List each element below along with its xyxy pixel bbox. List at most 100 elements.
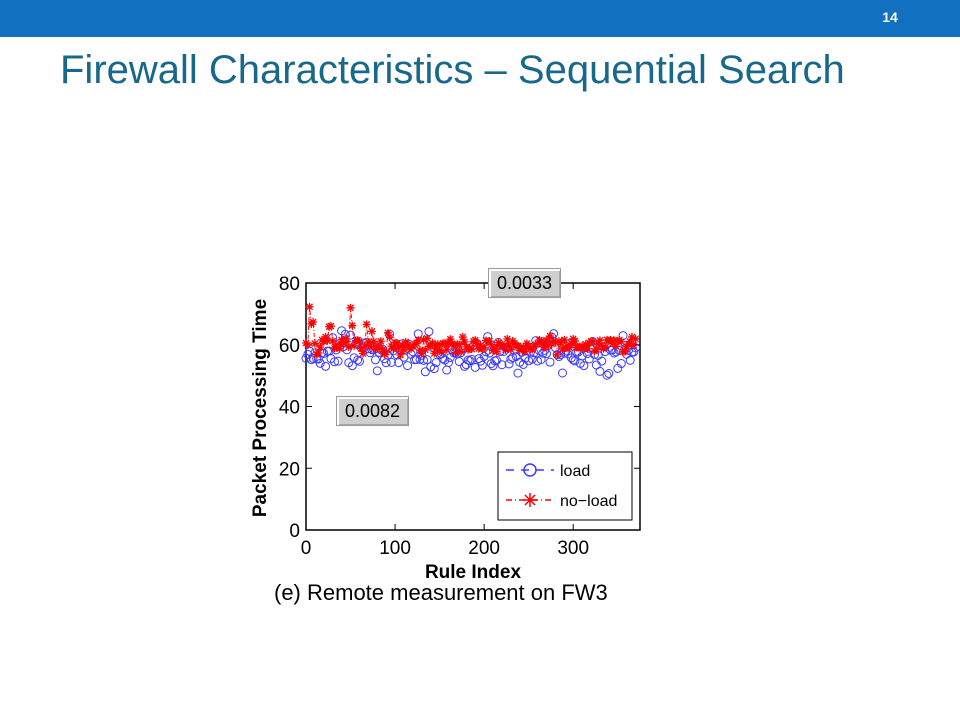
no-load-point [538, 340, 547, 349]
no-load-point [506, 345, 515, 354]
load-point [609, 348, 619, 358]
no-load-point [592, 345, 601, 354]
no-load-point [524, 342, 533, 351]
load-point [330, 357, 340, 367]
load-point [431, 358, 441, 368]
no-load-point [383, 328, 392, 337]
no-load-point [544, 341, 553, 350]
load-point [602, 370, 612, 380]
no-load-point [341, 334, 350, 343]
load-point [419, 355, 429, 365]
no-load-point [437, 348, 446, 357]
load-point [467, 354, 477, 364]
no-load-point [467, 345, 476, 354]
no-load-point [483, 337, 492, 346]
load-point [372, 366, 382, 376]
no-load-point [567, 339, 576, 348]
no-load-point [501, 345, 510, 354]
load-point [497, 360, 507, 370]
load-point [584, 354, 594, 364]
no-load-point [487, 340, 496, 349]
load-point [579, 361, 589, 371]
load-point [508, 353, 518, 363]
no-load-point [423, 334, 432, 343]
no-load-point [403, 340, 412, 349]
value-callout-top: 0.0033 [488, 268, 562, 298]
y-tick-label: 80 [279, 274, 300, 295]
no-load-point [435, 341, 444, 350]
no-load-point [348, 321, 357, 330]
no-load-point [362, 320, 371, 329]
no-load-point [458, 333, 467, 342]
load-point [465, 356, 475, 366]
no-load-point [617, 337, 626, 346]
load-point [527, 354, 537, 364]
no-load-point [394, 343, 403, 352]
no-load-point [521, 347, 530, 356]
no-load-point [547, 339, 556, 348]
x-tick-label: 200 [468, 538, 500, 559]
no-load-point [560, 335, 569, 344]
no-load-point [551, 338, 560, 347]
load-point [558, 368, 568, 378]
no-load-point [583, 344, 592, 353]
no-load-point [553, 350, 562, 359]
no-load-point [442, 345, 451, 354]
no-load-point [505, 341, 514, 350]
no-load-point [369, 337, 378, 346]
no-load-point [556, 338, 565, 347]
no-load-point [471, 336, 480, 345]
no-load-point [492, 347, 501, 356]
no-load-point [367, 327, 376, 336]
no-load-point [325, 322, 334, 331]
no-load-point [364, 338, 373, 347]
no-load-point [489, 346, 498, 355]
no-load-point [323, 336, 332, 345]
x-tick-label: 0 [301, 538, 312, 559]
x-axis: 0 100 200 300 [301, 283, 589, 559]
legend-noload-label: no−load [560, 493, 617, 510]
no-load-point [389, 344, 398, 353]
y-axis: 0 20 40 60 80 [279, 274, 640, 542]
chart-caption: (e) Remote measurement on FW3 [274, 580, 608, 605]
no-load-point [522, 339, 531, 348]
no-load-point [396, 350, 405, 359]
legend-load-marker [523, 463, 537, 477]
no-load-point [375, 343, 384, 352]
load-point [616, 359, 626, 369]
no-load-point [399, 345, 408, 354]
no-load-point [611, 341, 620, 350]
load-point [422, 355, 432, 365]
y-tick-label: 0 [289, 521, 300, 542]
no-load-point [519, 342, 528, 351]
load-point [477, 360, 487, 370]
load-point [545, 357, 555, 367]
x-tick-label: 100 [379, 538, 411, 559]
no-load-point [334, 340, 343, 349]
load-point [315, 358, 325, 368]
no-load-point [355, 337, 364, 346]
no-load-point [309, 317, 318, 326]
value-callout-left: 0.0082 [336, 396, 410, 426]
no-load-point [432, 344, 441, 353]
no-load-point [503, 334, 512, 343]
no-load-point [428, 339, 437, 348]
no-load-point [305, 302, 314, 311]
load-point [420, 367, 430, 377]
no-load-point [446, 335, 455, 344]
no-load-point [542, 336, 551, 345]
load-point [387, 357, 397, 367]
no-load-point [328, 337, 337, 346]
no-load-point [371, 345, 380, 354]
no-load-point [613, 336, 622, 345]
no-load-point [346, 303, 355, 312]
no-load-point [316, 342, 325, 351]
no-load-point [342, 337, 351, 346]
load-point [306, 355, 316, 365]
no-load-point [601, 343, 610, 352]
no-load-point [314, 348, 323, 357]
no-load-point [310, 339, 319, 348]
no-load-point [594, 339, 603, 348]
no-load-point [540, 343, 549, 352]
no-load-point [558, 344, 567, 353]
